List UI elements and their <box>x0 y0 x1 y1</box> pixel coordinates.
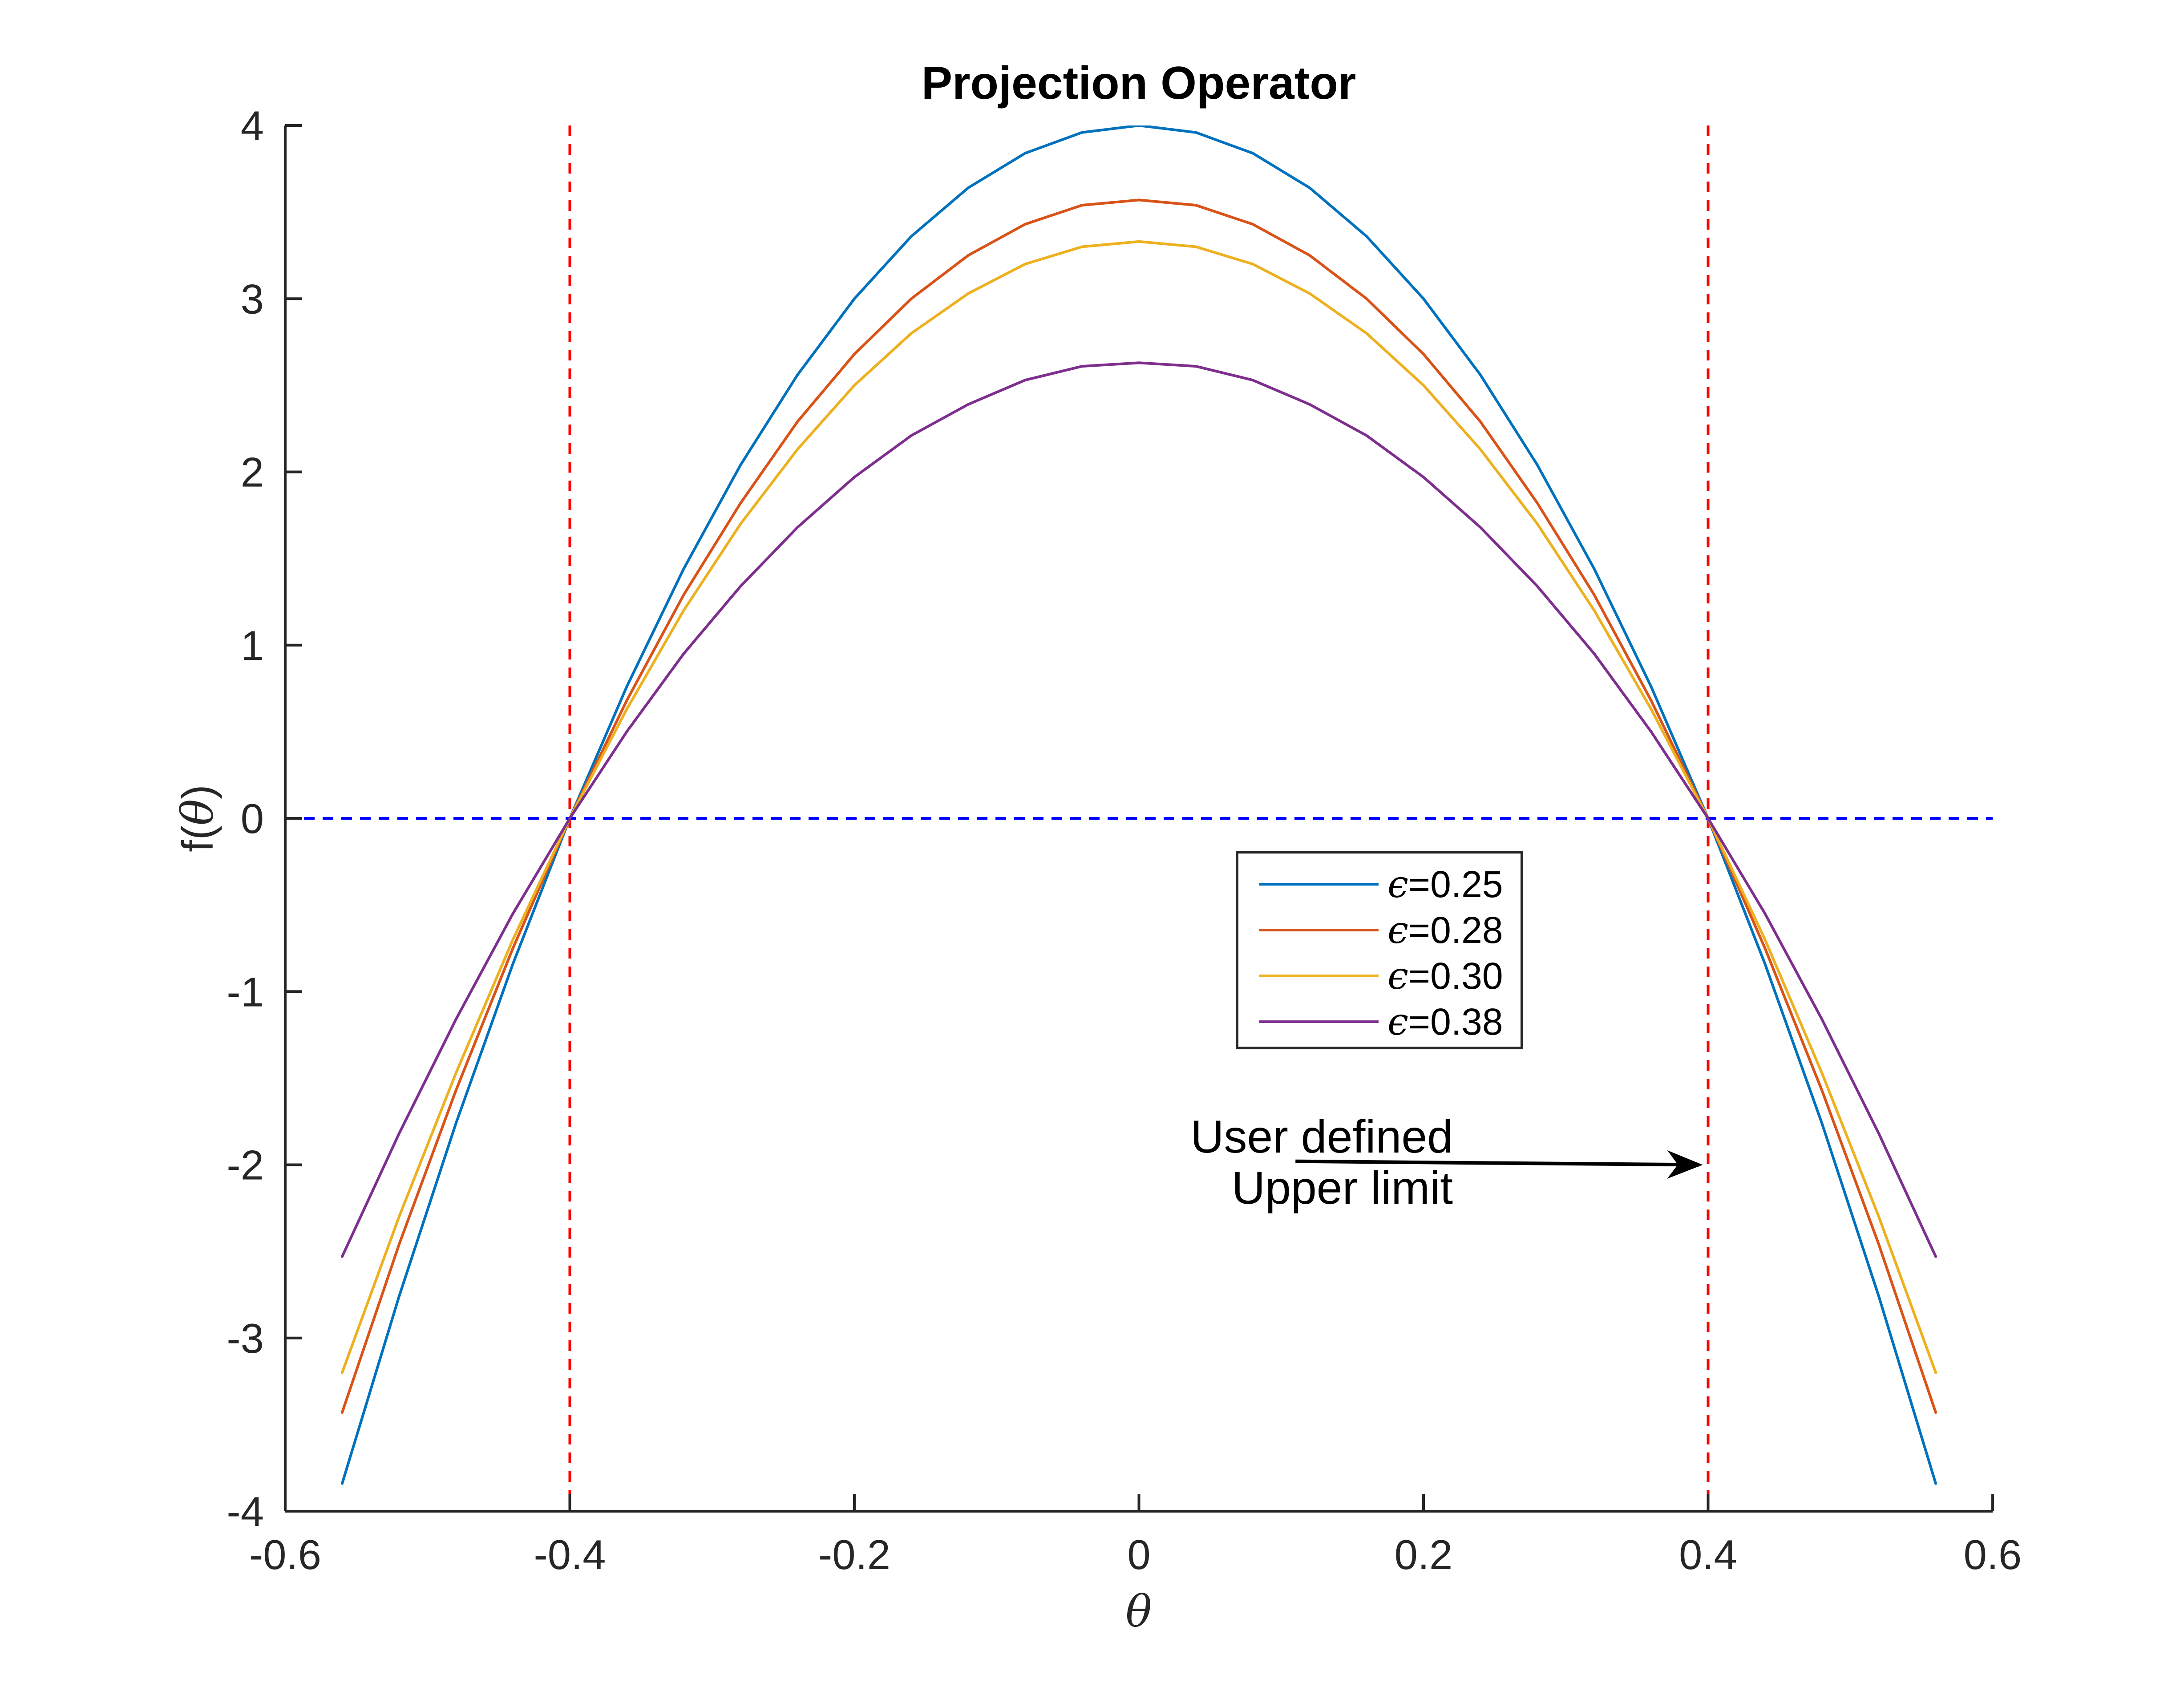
legend-epsilon-value: =0.28 <box>1408 909 1503 951</box>
y-axis-label-suffix: ) <box>173 785 222 799</box>
y-tick-label: -1 <box>226 968 264 1015</box>
series-line-3 <box>340 240 1937 1374</box>
x-tick-label: -0.4 <box>534 1531 606 1578</box>
legend-epsilon-symbol: ϵ <box>1387 862 1408 906</box>
chart-title: Projection Operator <box>922 57 1356 109</box>
annotation-line-2: Upper limit <box>1232 1162 1453 1214</box>
x-tick-label: 0.6 <box>1964 1531 2022 1578</box>
x-axis-label: θ <box>1125 1586 1152 1637</box>
y-axis-label: f(θ) <box>173 785 223 852</box>
x-tick-label: 0 <box>1127 1531 1150 1578</box>
y-axis-label-prefix: f( <box>173 825 222 852</box>
annotation: User defined Upper limit <box>1190 1111 1703 1214</box>
series-line-4 <box>340 361 1937 1258</box>
legend-epsilon-symbol: ϵ <box>1387 908 1408 952</box>
axes <box>284 125 1993 1513</box>
legend-label-1: ϵ=0.25 <box>1387 862 1503 906</box>
y-tick-label: 3 <box>241 275 264 322</box>
y-tick-label: 2 <box>241 449 264 496</box>
legend-label-3: ϵ=0.30 <box>1387 954 1503 998</box>
y-tick-label: 0 <box>241 795 264 842</box>
x-axis-ticks: -0.6 -0.4 -0.2 0 0.2 0.4 0.6 <box>249 1494 2022 1578</box>
series-group <box>340 125 1937 1485</box>
legend-epsilon-value: =0.38 <box>1408 1001 1503 1043</box>
legend-label-4: ϵ=0.38 <box>1387 1000 1503 1044</box>
legend-epsilon-symbol: ϵ <box>1387 1000 1408 1044</box>
series-line-2 <box>340 198 1937 1414</box>
y-tick-label: 4 <box>241 102 264 149</box>
legend-label-2: ϵ=0.28 <box>1387 908 1503 952</box>
x-tick-label: 0.4 <box>1679 1531 1737 1578</box>
reference-lines <box>285 125 1993 1511</box>
y-tick-label: -2 <box>226 1142 264 1189</box>
legend-epsilon-symbol: ϵ <box>1387 954 1408 998</box>
annotation-line-1: User defined <box>1190 1111 1453 1163</box>
y-axis-label-symbol: θ <box>173 799 223 825</box>
x-tick-label: -0.2 <box>818 1531 890 1578</box>
y-axis-ticks: -4 -3 -2 -1 0 1 2 3 4 <box>226 102 302 1535</box>
series-line-1 <box>340 125 1937 1485</box>
x-tick-label: -0.6 <box>249 1531 321 1578</box>
y-tick-label: -4 <box>226 1488 264 1535</box>
legend-epsilon-value: =0.25 <box>1408 863 1503 905</box>
legend: ϵ=0.25ϵ=0.28ϵ=0.30ϵ=0.38 <box>1236 851 1523 1049</box>
x-tick-label: 0.2 <box>1395 1531 1453 1578</box>
y-tick-label: -3 <box>226 1315 264 1362</box>
legend-epsilon-value: =0.30 <box>1408 955 1503 997</box>
y-tick-label: 1 <box>241 622 264 669</box>
annotation-arrow <box>1295 1150 1703 1179</box>
